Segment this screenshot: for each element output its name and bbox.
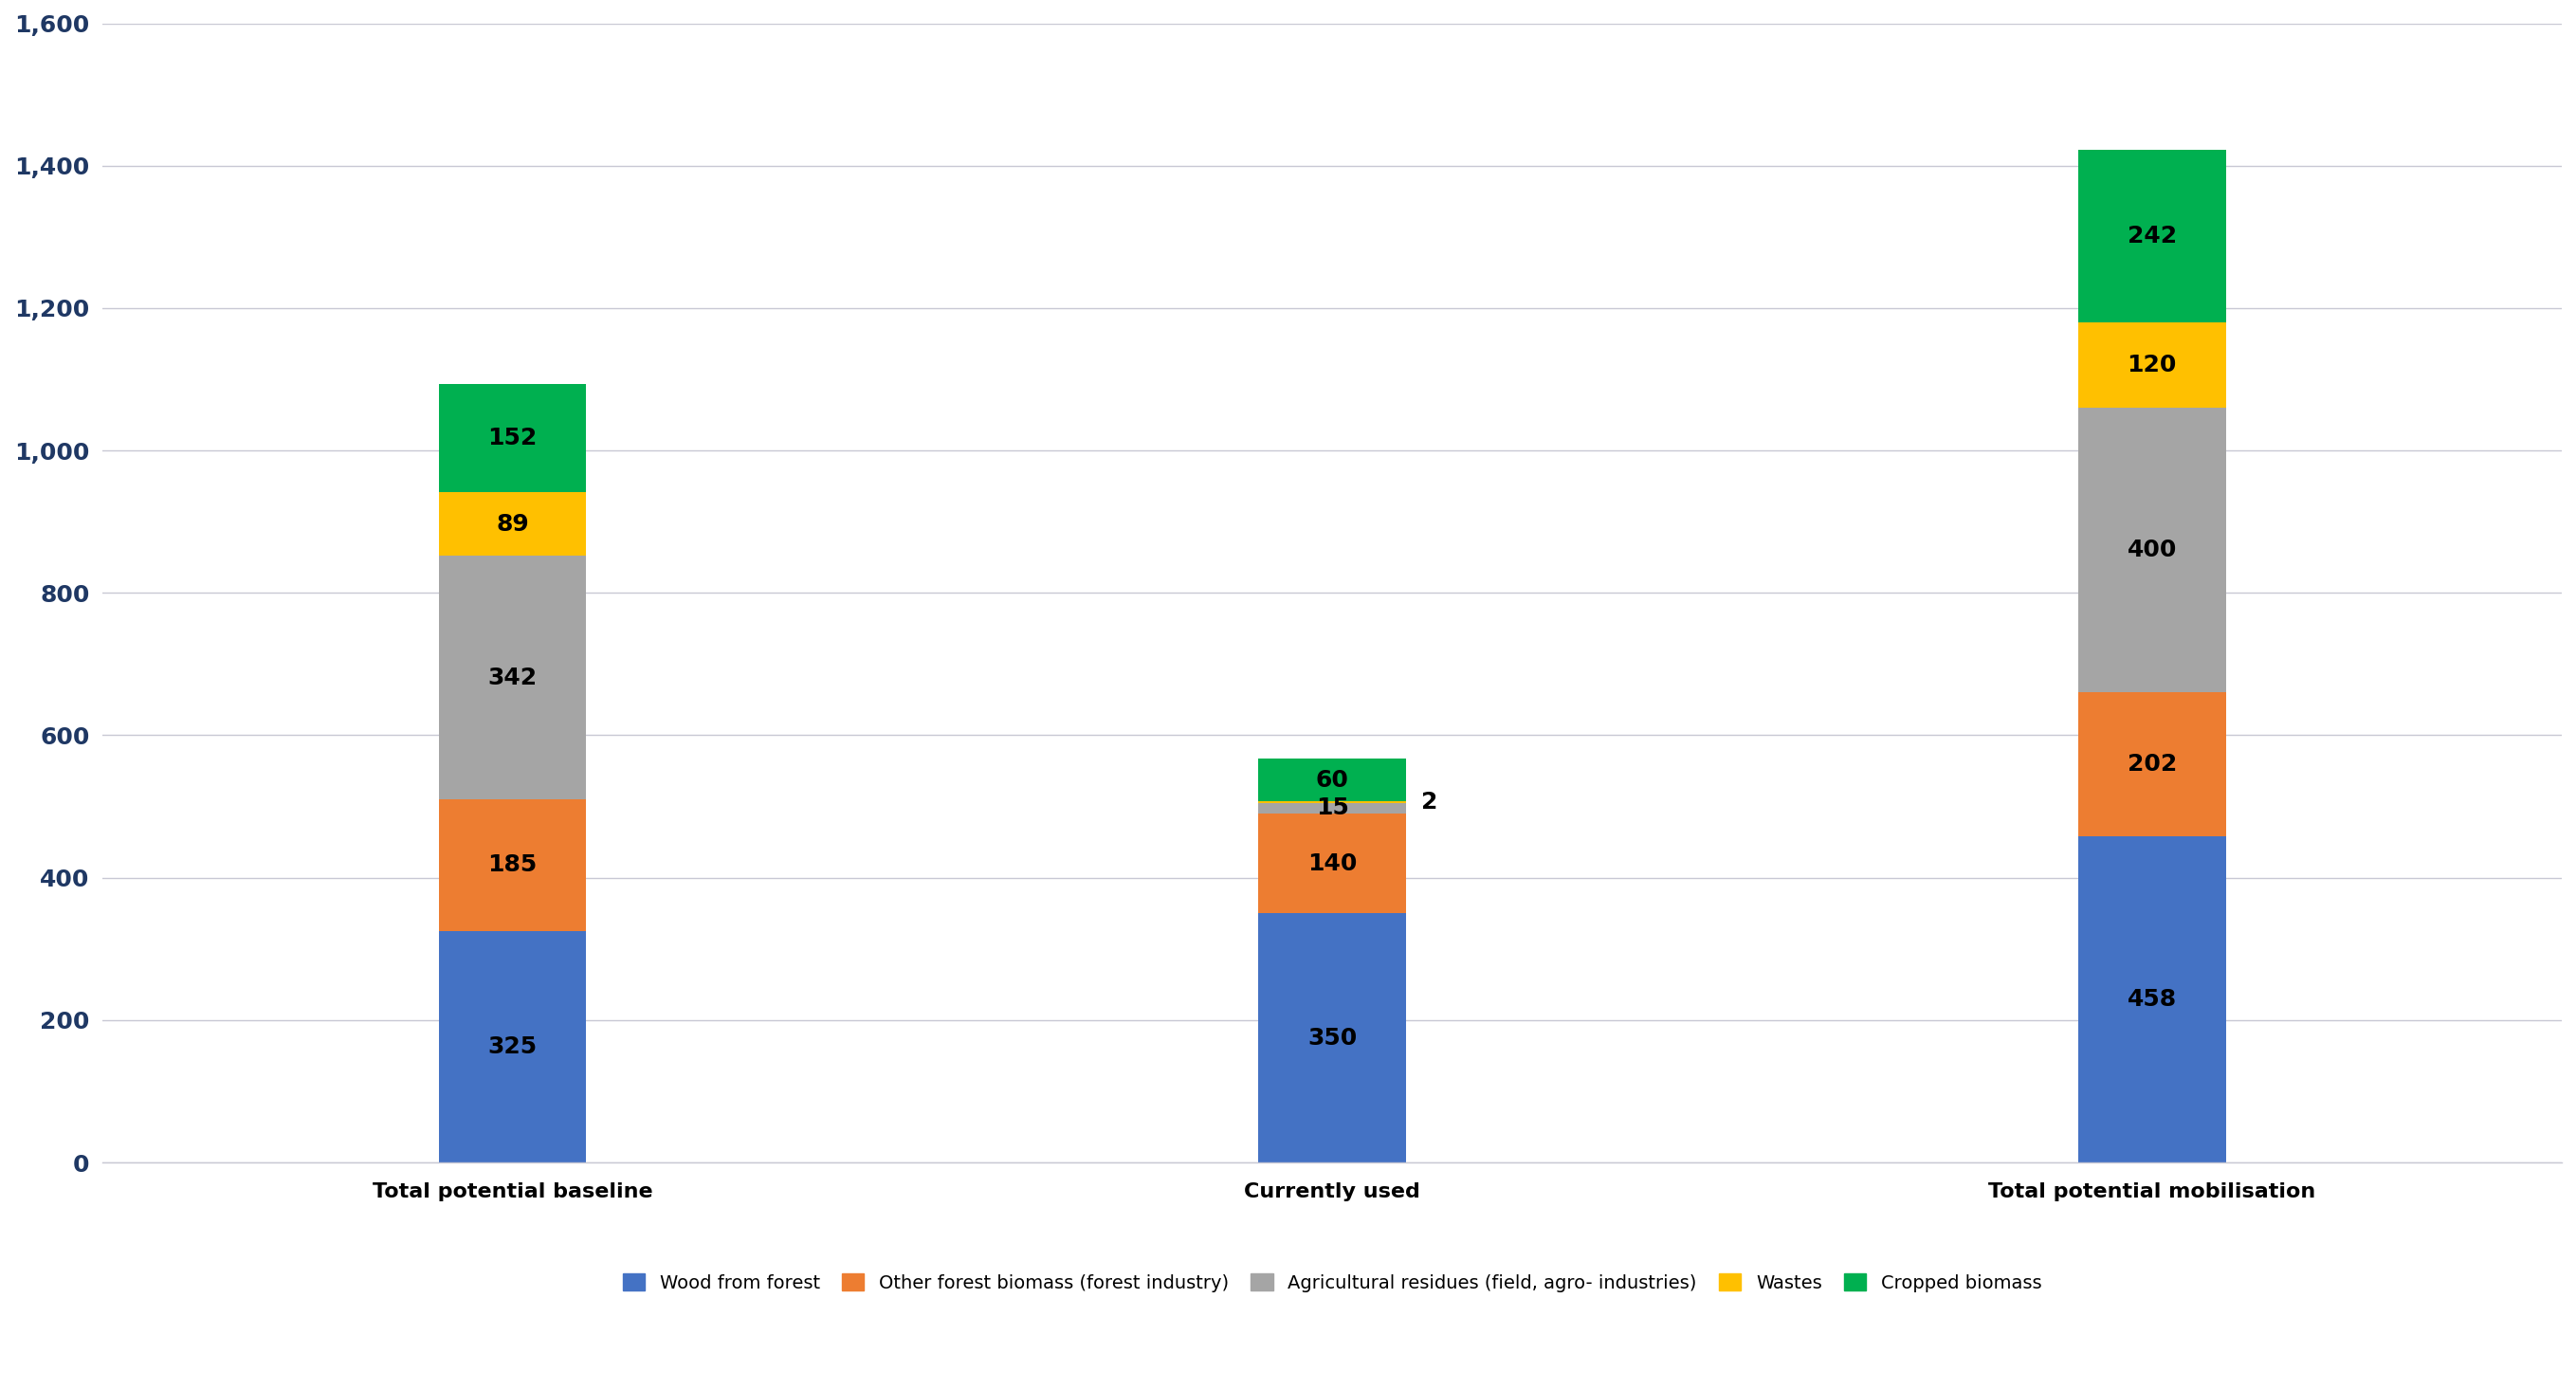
Bar xyxy=(1260,803,1406,813)
Bar xyxy=(2079,322,2226,407)
Text: 15: 15 xyxy=(1316,796,1350,820)
Text: 400: 400 xyxy=(2128,539,2177,562)
Bar xyxy=(1260,759,1406,802)
Text: 120: 120 xyxy=(2128,353,2177,377)
Bar xyxy=(438,556,587,799)
Legend: Wood from forest, Other forest biomass (forest industry), Agricultural residues : Wood from forest, Other forest biomass (… xyxy=(613,1265,2050,1301)
Bar xyxy=(438,931,587,1162)
Bar xyxy=(1260,913,1406,1162)
Text: 242: 242 xyxy=(2128,225,2177,247)
Text: 458: 458 xyxy=(2128,988,2177,1011)
Text: 325: 325 xyxy=(487,1036,538,1058)
Bar xyxy=(2079,837,2226,1162)
Bar xyxy=(438,492,587,556)
Bar xyxy=(1260,813,1406,913)
Bar xyxy=(2079,407,2226,692)
Text: 2: 2 xyxy=(1422,791,1437,813)
Text: 60: 60 xyxy=(1316,769,1350,791)
Bar xyxy=(438,384,587,492)
Bar xyxy=(438,799,587,931)
Text: 342: 342 xyxy=(487,666,538,689)
Text: 202: 202 xyxy=(2128,753,2177,776)
Text: 152: 152 xyxy=(487,427,538,450)
Text: 185: 185 xyxy=(487,853,538,877)
Bar xyxy=(1260,802,1406,803)
Bar xyxy=(2079,150,2226,322)
Text: 140: 140 xyxy=(1309,852,1358,874)
Text: 350: 350 xyxy=(1309,1026,1358,1049)
Bar xyxy=(2079,692,2226,837)
Text: 89: 89 xyxy=(497,513,528,535)
